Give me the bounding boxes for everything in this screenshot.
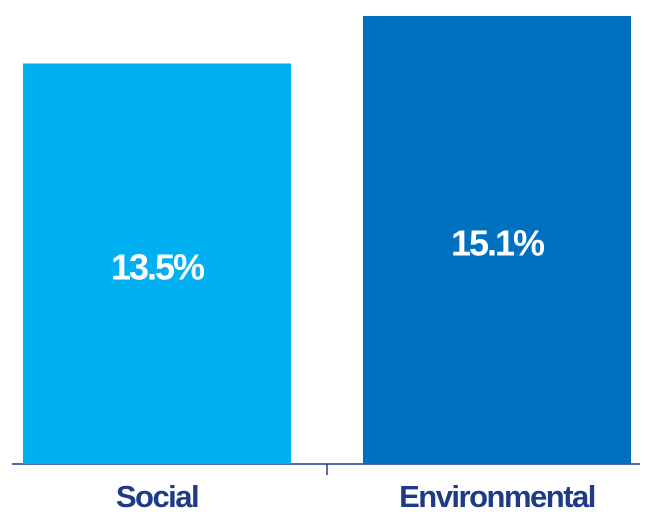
x-tick-label: Environmental	[399, 479, 595, 514]
value-label: 15.1%	[451, 223, 545, 264]
value-label: 13.5%	[111, 246, 205, 287]
bar	[23, 63, 291, 464]
x-tick-label: Social	[116, 479, 198, 514]
bar	[363, 16, 631, 464]
